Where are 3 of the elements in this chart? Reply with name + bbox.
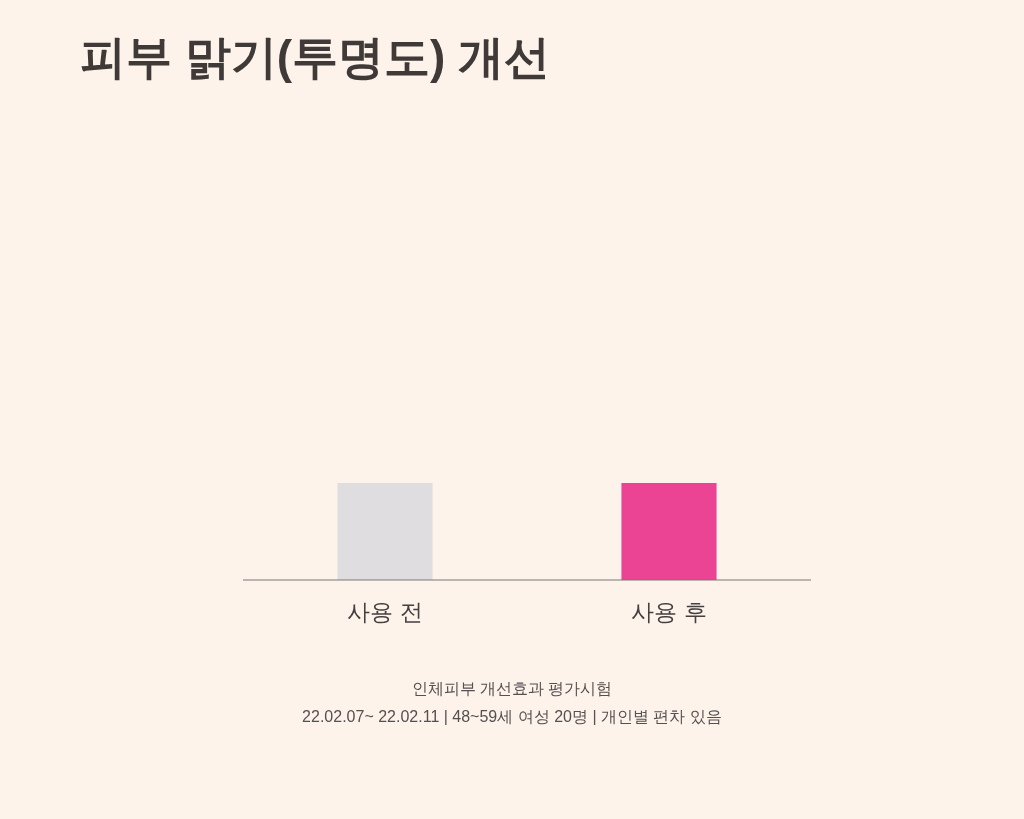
annotation: 인체피부 개선효과 평가시험 <box>411 680 613 697</box>
title: 피부 맑기(투명도) 개선 <box>80 31 551 83</box>
annotation: 22.02.07~ 22.02.11 | 48~59세 여성 20명 | 개인별 편차 있음 <box>302 708 722 725</box>
